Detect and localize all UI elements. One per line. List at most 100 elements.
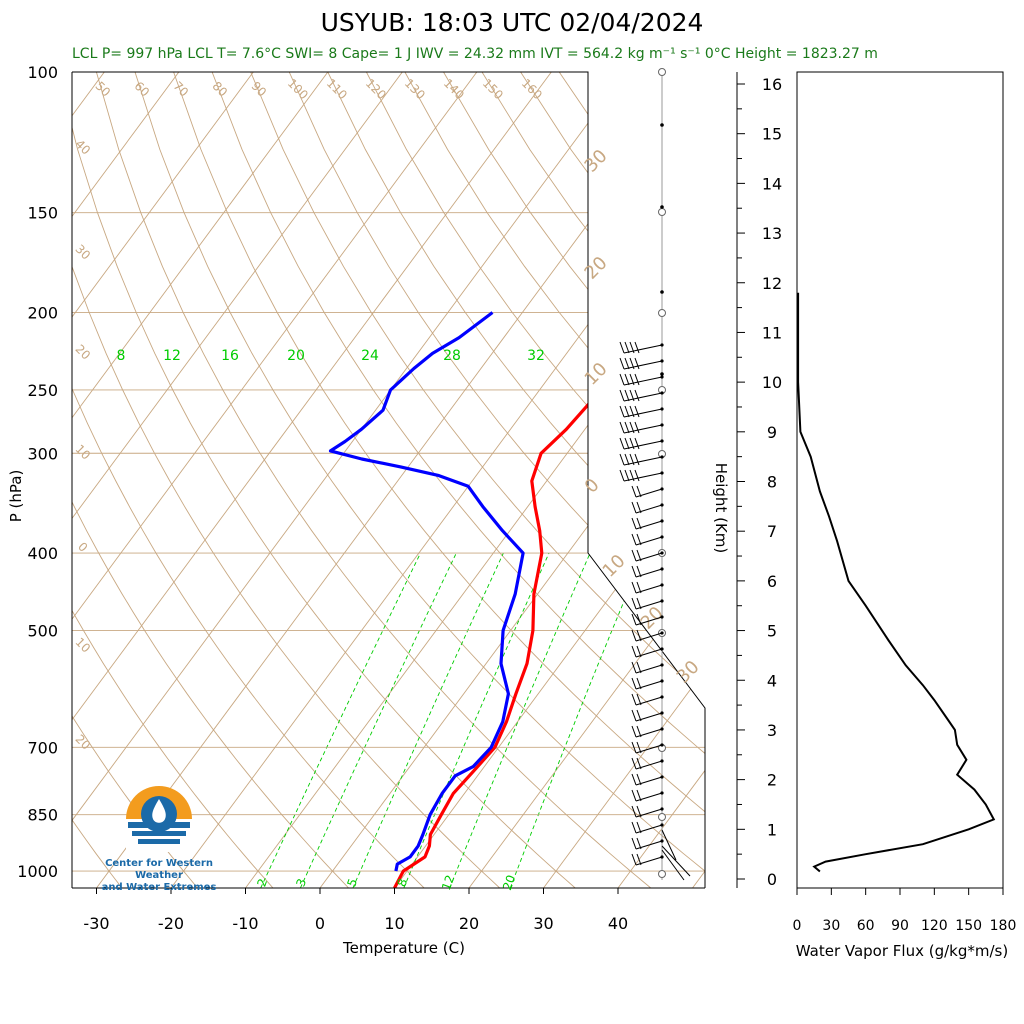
chart-title: USYUB: 18:03 UTC 02/04/2024 [320,8,704,37]
barb-feather [636,805,642,818]
wind-barb [623,376,663,386]
barb-feather [631,517,637,530]
dry-adiabat-label: 100 [285,76,311,102]
flux-tick-label: 180 [990,918,1017,934]
mixing-ratio-label: 16 [221,348,239,364]
barb-feather [636,709,642,722]
isotherm-label: 0 [75,540,90,555]
pressure-tick-label: 500 [27,622,58,641]
barb-feather [624,453,630,466]
barb-feather [634,389,640,402]
barb-feather [629,469,635,482]
barb-feather [629,421,635,434]
barb-feather [631,693,637,706]
height-tick-label: 1 [767,820,777,839]
barb-feather [631,661,637,674]
barb-feather [631,805,637,818]
isotherm-label: 10 [599,551,630,582]
barb-feather [631,629,637,642]
dry-adiabat [72,72,123,888]
wind-barb [661,829,677,861]
barb-feather [631,581,637,594]
barb-feather [636,837,642,850]
isotherm-line [72,72,552,888]
calm-circle [658,208,666,216]
barb-feather [631,821,637,834]
barb-feather [636,645,642,658]
calm-circle [658,870,666,878]
barb-feather [624,437,630,450]
barb-dot [660,205,664,209]
mixing-ratio-label: 20 [287,348,305,364]
plot-frame [72,71,706,888]
y-axis-title: P (hPa) [7,470,25,523]
wind-barb [623,392,663,402]
barb-feather [619,357,625,370]
barb-feather [624,357,630,370]
wind-barb [623,344,663,354]
mixing-ratio-label: 24 [361,348,379,364]
cw3e-logo: Center for Western Weather and Water Ext… [84,784,234,894]
mixing-ratio-label: 12 [439,873,457,892]
barb-feather [634,421,640,434]
height-tick-label: 0 [767,870,777,889]
barb-feather [636,661,642,674]
isotherm-line [72,72,403,888]
barb-dot [660,372,664,376]
barb-feather [634,373,640,386]
barb-feather [619,469,625,482]
barb-feather [636,629,642,642]
dry-adiabat [72,72,576,888]
temperature-tick-label: -20 [158,914,184,933]
dry-adiabat [327,72,705,888]
dry-adiabat [173,72,705,888]
dry-adiabat [72,72,274,888]
barb-feather [636,773,642,786]
height-tick-label: 8 [767,473,777,492]
dry-adiabat [72,72,198,888]
mixing-ratio-label: 32 [527,348,545,364]
barb-feather [636,581,642,594]
mixing-ratio-label: 12 [163,348,181,364]
wind-barb [623,472,663,482]
barb-feather [636,853,642,866]
barb-feather [624,341,630,354]
isotherm-line [319,72,705,888]
flux-axis-title: Water Vapor Flux (g/kg*m/s) [796,942,1008,960]
dry-adiabat-label: 50 [92,79,113,100]
isotherm-label: 30 [581,146,612,177]
barb-feather [624,389,630,402]
wind-barb [661,845,691,877]
isotherm-line [72,72,329,888]
height-tick-label: 4 [767,671,777,690]
isotherm-line [72,72,180,888]
barb-feather [636,485,642,498]
isotherm-label: 20 [72,342,93,363]
pressure-tick-label: 100 [27,63,58,82]
calm-circle [658,813,666,821]
height-tick-label: 16 [762,75,782,94]
flux-tick-label: 120 [921,918,948,934]
dry-adiabat [72,72,349,888]
mixing-ratio-line [260,552,421,888]
vapor-flux-line [797,292,996,873]
mixing-ratio-line [352,552,504,888]
barb-feather [624,469,630,482]
height-tick-label: 2 [767,771,777,790]
barb-feather [631,789,637,802]
x-axis-title: Temperature (C) [342,939,465,957]
dry-adiabat-label: 60 [131,79,152,100]
isotherm-label: 10 [72,635,93,656]
dry-adiabat-label: 140 [441,76,467,102]
dry-adiabat [95,72,652,888]
pressure-tick-label: 400 [27,544,58,563]
sounding-stats: LCL P= 997 hPa LCL T= 7.6°C SWI= 8 Cape=… [72,46,878,62]
barb-feather [634,357,640,370]
barb-feather [619,341,625,354]
barb-feather [624,405,630,418]
isotherm-grid [72,72,705,888]
barb-feather [619,389,625,402]
height-tick-label: 11 [762,323,782,342]
barb-feather [629,373,635,386]
